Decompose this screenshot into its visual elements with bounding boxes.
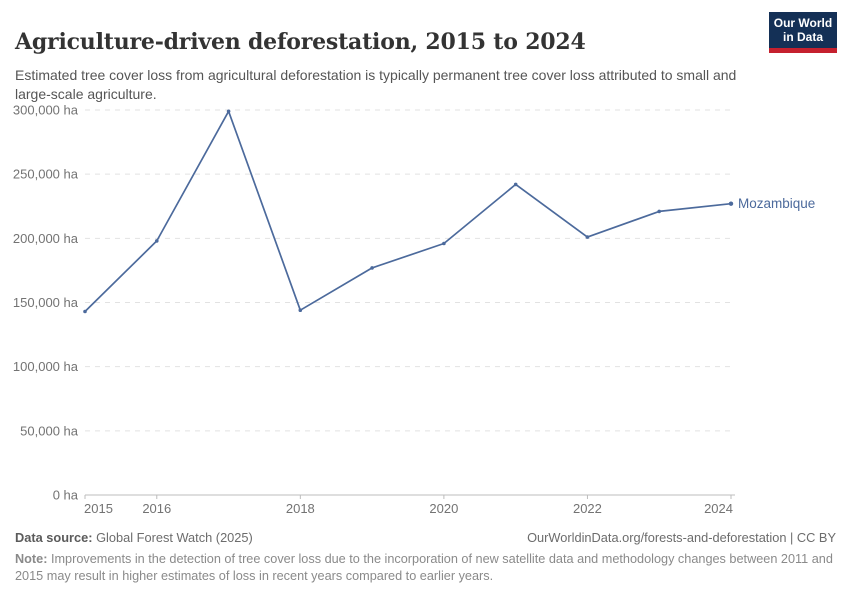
data-point bbox=[83, 309, 87, 314]
data-point bbox=[370, 266, 374, 270]
data-point bbox=[728, 201, 734, 206]
attribution-link[interactable]: OurWorldinData.org/forests-and-deforesta… bbox=[527, 530, 836, 545]
owid-logo-line1: Our World bbox=[773, 15, 833, 30]
data-point bbox=[442, 241, 446, 246]
x-axis-tick-label: 2016 bbox=[142, 501, 171, 516]
chart-subtitle: Estimated tree cover loss from agricultu… bbox=[15, 67, 737, 103]
data-point bbox=[155, 239, 159, 243]
data-source-value: Global Forest Watch (2025) bbox=[92, 530, 253, 545]
data-point bbox=[226, 109, 231, 114]
y-axis-tick-label: 250,000 ha bbox=[13, 167, 79, 182]
page-title: Agriculture-driven deforestation, 2015 t… bbox=[15, 28, 586, 55]
chart-footer: Data source: Global Forest Watch (2025) … bbox=[15, 530, 836, 585]
source-row: Data source: Global Forest Watch (2025) … bbox=[15, 530, 836, 545]
data-source: Data source: Global Forest Watch (2025) bbox=[15, 530, 253, 545]
y-axis-tick-label: 150,000 ha bbox=[13, 295, 79, 310]
series-line-mozambique bbox=[84, 110, 732, 313]
x-axis-tick-label: 2024 bbox=[704, 501, 733, 516]
x-axis-tick-label: 2022 bbox=[573, 501, 602, 516]
data-point bbox=[657, 209, 661, 214]
y-axis-tick-label: 300,000 ha bbox=[13, 103, 79, 118]
data-point bbox=[585, 235, 590, 239]
owid-logo: Our World in Data bbox=[769, 12, 837, 53]
y-axis-tick-label: 0 ha bbox=[53, 488, 79, 503]
y-axis-tick-label: 50,000 ha bbox=[20, 423, 79, 438]
series-end-label: Mozambique bbox=[738, 196, 815, 211]
owid-logo-line2: in Data bbox=[782, 30, 823, 44]
note-label: Note: bbox=[15, 552, 48, 566]
y-axis-tick-label: 200,000 ha bbox=[13, 231, 79, 246]
y-axis-tick-label: 100,000 ha bbox=[13, 359, 79, 374]
data-point bbox=[298, 308, 303, 313]
chart-note: Note: Improvements in the detection of t… bbox=[15, 551, 836, 585]
x-axis-tick-label: 2020 bbox=[429, 501, 458, 516]
x-axis-tick-label: 2018 bbox=[286, 501, 315, 516]
data-point bbox=[513, 182, 518, 187]
note-value: Improvements in the detection of tree co… bbox=[15, 552, 833, 584]
x-axis-tick-label: 2015 bbox=[84, 501, 113, 516]
data-source-label: Data source: bbox=[15, 530, 93, 545]
